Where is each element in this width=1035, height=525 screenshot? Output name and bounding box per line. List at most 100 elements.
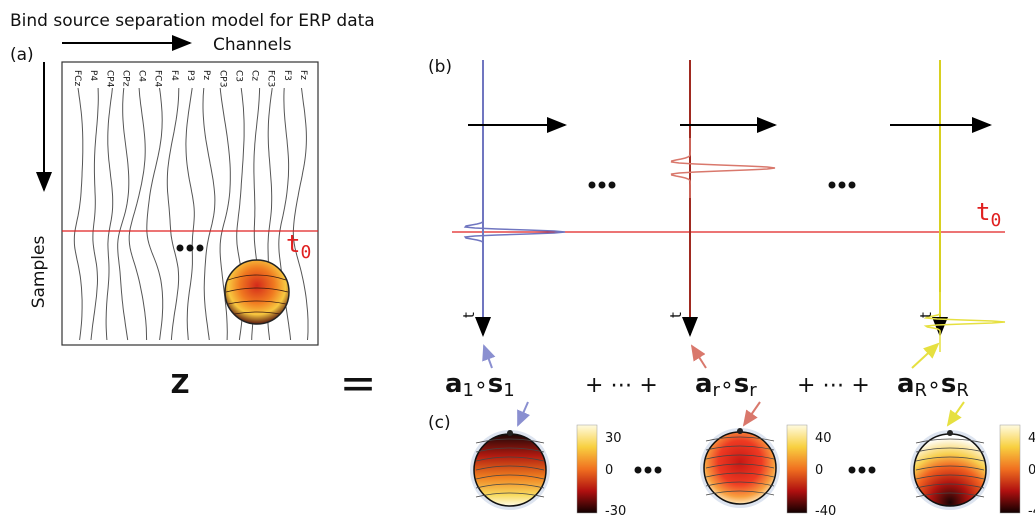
colorbar-max: 40	[815, 431, 832, 446]
t0-symbol: t	[286, 230, 300, 258]
colorbar-mid: 0	[605, 463, 613, 478]
colorbar-max: 30	[605, 431, 622, 446]
contour	[705, 481, 775, 487]
term-op: ∘	[474, 373, 488, 398]
channel-label: Cz	[250, 70, 260, 81]
channel-trace	[166, 87, 180, 341]
t0-symbol: t	[976, 198, 990, 226]
term-a: a	[695, 369, 713, 399]
contour	[705, 490, 775, 496]
term-s-sub: R	[956, 380, 969, 401]
term-a-sub: r	[713, 380, 721, 401]
ellipsis	[176, 244, 204, 252]
ellipsis	[588, 181, 856, 189]
channel-label: CP4	[104, 70, 114, 88]
channel-trace	[292, 87, 309, 341]
contour	[915, 447, 985, 453]
contour	[915, 465, 985, 471]
colorbar	[999, 424, 1021, 514]
separator: + ⋯ +	[797, 373, 870, 398]
contour	[705, 454, 775, 460]
time-label: t	[460, 312, 478, 318]
waveform	[923, 292, 1006, 352]
pointer-arrows	[482, 342, 965, 427]
channel-labels: FCz P4 CP4 CPz C4 FC4 F4 P3 Pz CP3 C3 Cz FC3 F3 Fz	[72, 70, 308, 88]
contour	[475, 483, 545, 489]
colorbar-mid: 0	[815, 463, 823, 478]
equation-term: ar∘sr	[695, 369, 757, 401]
nose	[947, 430, 953, 436]
waveform	[463, 202, 566, 262]
term-op: ∘	[927, 373, 941, 398]
contour	[915, 438, 985, 444]
t0-sub: 0	[990, 210, 1001, 231]
channel-trace	[185, 87, 195, 341]
channel-trace	[202, 87, 216, 341]
contour	[915, 456, 985, 462]
channel-trace	[73, 87, 84, 341]
channel-label: FCz	[72, 70, 82, 86]
equals-sign: =	[340, 358, 377, 409]
colorbar-max: 4	[1028, 431, 1035, 446]
contour	[475, 438, 545, 444]
contour	[475, 474, 545, 480]
y-axis-label: Samples	[29, 236, 49, 309]
contour	[915, 474, 985, 480]
contour	[915, 483, 985, 489]
equation-term: aR∘sR	[897, 369, 969, 401]
channel-label: Fz	[298, 70, 308, 80]
channel-label: CP3	[217, 70, 227, 87]
equation-term: a1∘s1	[445, 369, 515, 401]
time-label: t	[917, 312, 935, 318]
contour	[915, 492, 985, 498]
time-axes	[468, 60, 992, 337]
nose	[737, 428, 743, 434]
colorbar	[576, 424, 598, 514]
matrix-symbol: Z	[171, 370, 190, 400]
term-s: s	[488, 369, 503, 399]
term-s: s	[734, 369, 749, 399]
channel-trace	[90, 87, 99, 341]
channel-label: Pz	[201, 70, 211, 80]
contour	[705, 463, 775, 469]
channel-label: C3	[233, 70, 243, 82]
t0-sub: 0	[300, 242, 311, 263]
ellipsis	[634, 466, 876, 474]
term-s-sub: r	[749, 380, 757, 401]
term-a: a	[897, 369, 915, 399]
channel-label: FC4	[153, 70, 163, 87]
channel-label: F4	[169, 70, 179, 81]
contour	[475, 465, 545, 471]
contour	[705, 436, 775, 442]
channel-label: FC3	[266, 70, 276, 87]
title: Bind source separation model for ERP dat…	[10, 11, 375, 31]
contour	[475, 492, 545, 498]
channel-label: C4	[137, 70, 147, 82]
panel-label: (c)	[428, 413, 451, 433]
term-a-sub: 1	[463, 380, 474, 401]
panel-label: (a)	[10, 45, 34, 65]
colorbar	[786, 424, 808, 514]
term-a: a	[445, 369, 463, 399]
colorbar-min: -4	[1028, 504, 1035, 519]
topoplot	[224, 259, 290, 325]
contour	[705, 445, 775, 451]
channel-label: CPz	[120, 70, 130, 87]
matrix-frame	[61, 61, 319, 346]
contour	[705, 472, 775, 478]
contour	[475, 456, 545, 462]
channel-label: P3	[185, 70, 195, 81]
term-a-sub: R	[915, 380, 928, 401]
equation: a1∘s1 ar∘sr aR∘sR	[445, 369, 969, 401]
waveform	[670, 138, 776, 198]
colorbar-mid: 0	[1028, 463, 1035, 478]
time-label: t	[667, 312, 685, 318]
contour	[475, 447, 545, 453]
source-waveforms	[463, 138, 1006, 352]
nose	[507, 430, 513, 436]
term-s-sub: 1	[503, 380, 514, 401]
term-s: s	[941, 369, 956, 399]
channel-traces	[73, 87, 309, 341]
